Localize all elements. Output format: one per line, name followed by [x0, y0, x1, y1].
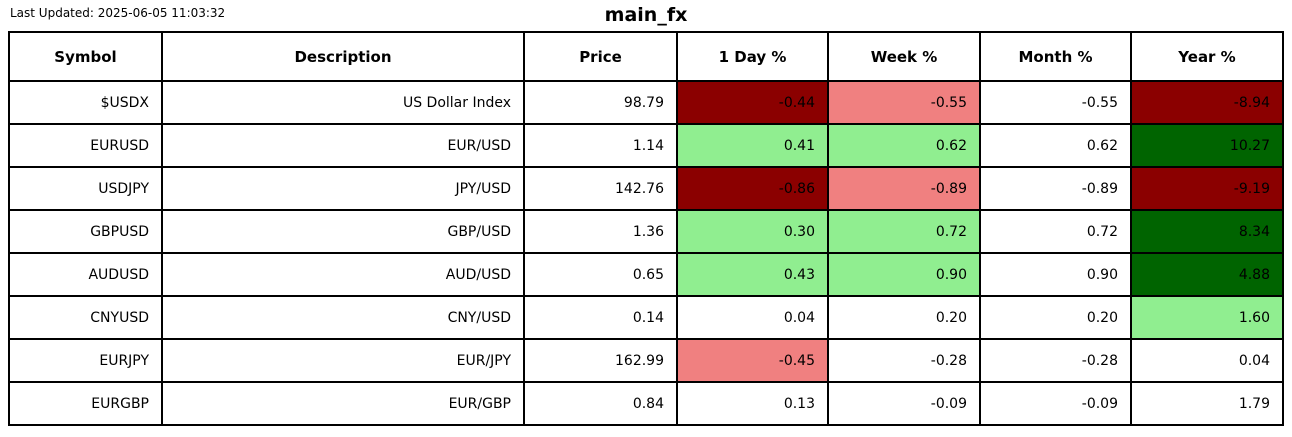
year-pct-cell: 1.79 [1130, 381, 1284, 426]
column-header-price: Price [523, 31, 678, 82]
week-pct-cell: 0.62 [827, 123, 981, 168]
day-pct-cell: -0.44 [676, 80, 829, 125]
column-header-symbol: Symbol [8, 31, 163, 82]
table-row: USDJPY JPY/USD 142.76 -0.86 -0.89 -0.89 … [8, 166, 1284, 211]
page-title: main_fx [604, 4, 688, 26]
symbol-cell: $USDX [8, 80, 163, 125]
column-header-week-pct: Week % [827, 31, 981, 82]
month-pct-cell: -0.09 [979, 381, 1132, 426]
week-pct-cell: 0.90 [827, 252, 981, 297]
week-pct-cell: -0.89 [827, 166, 981, 211]
header-row: Symbol Description Price 1 Day % Week % … [8, 31, 1284, 82]
description-cell: CNY/USD [161, 295, 525, 340]
description-cell: EUR/JPY [161, 338, 525, 383]
table-row: EURGBP EUR/GBP 0.84 0.13 -0.09 -0.09 1.7… [8, 381, 1284, 426]
last-updated-label: Last Updated: 2025-06-05 11:03:32 [10, 6, 226, 20]
table-row: $USDX US Dollar Index 98.79 -0.44 -0.55 … [8, 80, 1284, 125]
week-pct-cell: 0.72 [827, 209, 981, 254]
month-pct-cell: 0.20 [979, 295, 1132, 340]
fx-table: Symbol Description Price 1 Day % Week % … [8, 31, 1284, 426]
price-cell: 1.36 [523, 209, 678, 254]
description-cell: US Dollar Index [161, 80, 525, 125]
day-pct-cell: 0.13 [676, 381, 829, 426]
day-pct-cell: 0.43 [676, 252, 829, 297]
day-pct-cell: 0.41 [676, 123, 829, 168]
month-pct-cell: -0.55 [979, 80, 1132, 125]
day-pct-cell: -0.86 [676, 166, 829, 211]
symbol-cell: EURGBP [8, 381, 163, 426]
price-cell: 0.65 [523, 252, 678, 297]
table-row: GBPUSD GBP/USD 1.36 0.30 0.72 0.72 8.34 [8, 209, 1284, 254]
symbol-cell: EURUSD [8, 123, 163, 168]
column-header-description: Description [161, 31, 525, 82]
month-pct-cell: 0.90 [979, 252, 1132, 297]
symbol-cell: CNYUSD [8, 295, 163, 340]
year-pct-cell: 1.60 [1130, 295, 1284, 340]
price-cell: 162.99 [523, 338, 678, 383]
fx-table-body: $USDX US Dollar Index 98.79 -0.44 -0.55 … [8, 80, 1284, 426]
description-cell: AUD/USD [161, 252, 525, 297]
description-cell: JPY/USD [161, 166, 525, 211]
week-pct-cell: -0.09 [827, 381, 981, 426]
year-pct-cell: 10.27 [1130, 123, 1284, 168]
year-pct-cell: 8.34 [1130, 209, 1284, 254]
month-pct-cell: -0.28 [979, 338, 1132, 383]
symbol-cell: AUDUSD [8, 252, 163, 297]
week-pct-cell: -0.55 [827, 80, 981, 125]
symbol-cell: USDJPY [8, 166, 163, 211]
price-cell: 98.79 [523, 80, 678, 125]
day-pct-cell: 0.30 [676, 209, 829, 254]
fx-table-header: Symbol Description Price 1 Day % Week % … [8, 31, 1284, 82]
description-cell: EUR/GBP [161, 381, 525, 426]
month-pct-cell: 0.72 [979, 209, 1132, 254]
price-cell: 0.84 [523, 381, 678, 426]
table-row: EURJPY EUR/JPY 162.99 -0.45 -0.28 -0.28 … [8, 338, 1284, 383]
year-pct-cell: 0.04 [1130, 338, 1284, 383]
symbol-cell: GBPUSD [8, 209, 163, 254]
description-cell: EUR/USD [161, 123, 525, 168]
month-pct-cell: 0.62 [979, 123, 1132, 168]
price-cell: 142.76 [523, 166, 678, 211]
month-pct-cell: -0.89 [979, 166, 1132, 211]
column-header-day-pct: 1 Day % [676, 31, 829, 82]
price-cell: 0.14 [523, 295, 678, 340]
year-pct-cell: 4.88 [1130, 252, 1284, 297]
column-header-month-pct: Month % [979, 31, 1132, 82]
column-header-year-pct: Year % [1130, 31, 1284, 82]
description-cell: GBP/USD [161, 209, 525, 254]
table-row: EURUSD EUR/USD 1.14 0.41 0.62 0.62 10.27 [8, 123, 1284, 168]
year-pct-cell: -9.19 [1130, 166, 1284, 211]
week-pct-cell: -0.28 [827, 338, 981, 383]
day-pct-cell: -0.45 [676, 338, 829, 383]
symbol-cell: EURJPY [8, 338, 163, 383]
table-row: AUDUSD AUD/USD 0.65 0.43 0.90 0.90 4.88 [8, 252, 1284, 297]
year-pct-cell: -8.94 [1130, 80, 1284, 125]
table-row: CNYUSD CNY/USD 0.14 0.04 0.20 0.20 1.60 [8, 295, 1284, 340]
day-pct-cell: 0.04 [676, 295, 829, 340]
price-cell: 1.14 [523, 123, 678, 168]
week-pct-cell: 0.20 [827, 295, 981, 340]
